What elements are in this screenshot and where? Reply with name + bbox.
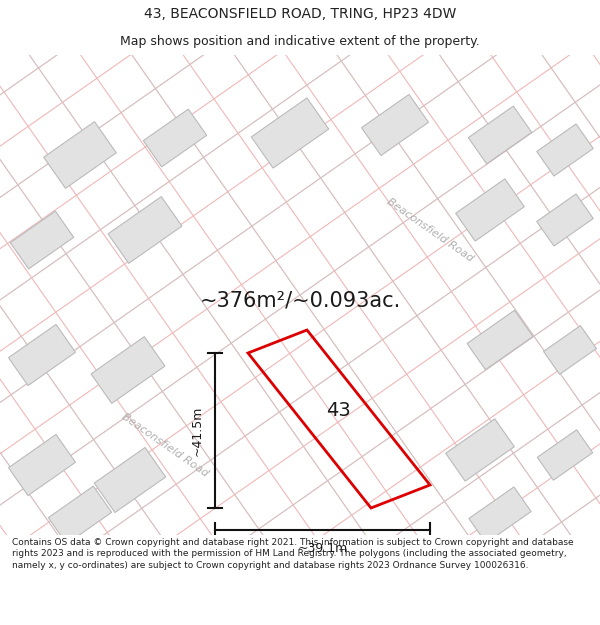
Polygon shape (467, 310, 533, 370)
Polygon shape (537, 194, 593, 246)
Polygon shape (108, 197, 182, 263)
Text: ~39.1m: ~39.1m (298, 541, 347, 554)
Polygon shape (44, 122, 116, 188)
Text: 43: 43 (326, 401, 350, 419)
Polygon shape (538, 430, 593, 480)
Polygon shape (8, 434, 76, 496)
Text: ~376m²/~0.093ac.: ~376m²/~0.093ac. (199, 290, 401, 310)
Polygon shape (143, 109, 207, 167)
Polygon shape (91, 337, 165, 403)
Polygon shape (446, 419, 514, 481)
Polygon shape (361, 94, 428, 156)
Text: ~41.5m: ~41.5m (191, 405, 203, 456)
Polygon shape (537, 124, 593, 176)
Polygon shape (10, 211, 74, 269)
Polygon shape (48, 486, 112, 544)
Text: Map shows position and indicative extent of the property.: Map shows position and indicative extent… (120, 35, 480, 48)
Polygon shape (544, 326, 596, 374)
Text: Beaconsfield Road: Beaconsfield Road (385, 196, 475, 264)
Polygon shape (94, 448, 166, 512)
Polygon shape (8, 324, 76, 386)
Text: Beaconsfield Road: Beaconsfield Road (120, 411, 210, 479)
Polygon shape (251, 98, 329, 168)
Text: Contains OS data © Crown copyright and database right 2021. This information is : Contains OS data © Crown copyright and d… (12, 538, 574, 570)
Polygon shape (455, 179, 524, 241)
Polygon shape (469, 487, 531, 543)
Polygon shape (468, 106, 532, 164)
Text: 43, BEACONSFIELD ROAD, TRING, HP23 4DW: 43, BEACONSFIELD ROAD, TRING, HP23 4DW (144, 7, 456, 21)
